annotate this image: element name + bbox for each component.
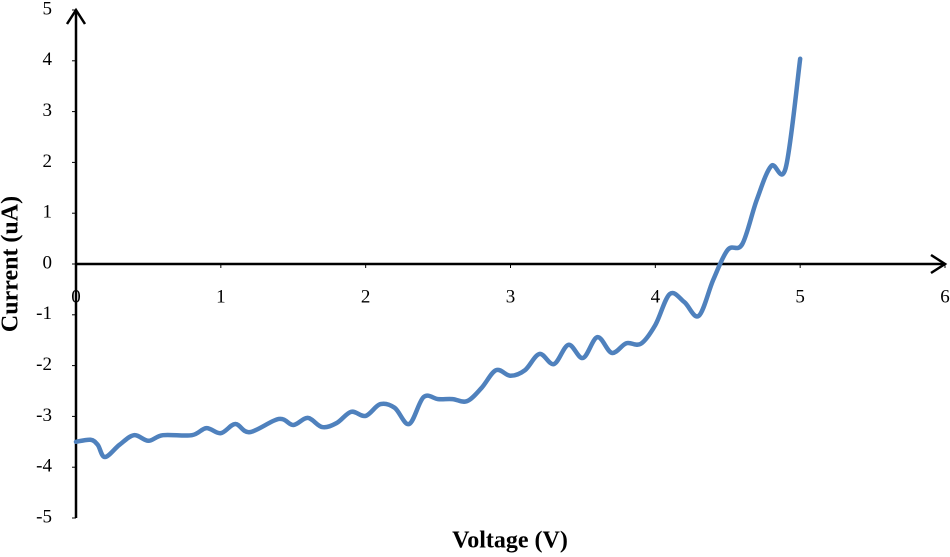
y-tick-label: 5 bbox=[43, 0, 53, 19]
y-tick-label: 2 bbox=[43, 151, 53, 172]
y-tick-label: 0 bbox=[43, 252, 53, 273]
x-tick-label: 0 bbox=[71, 286, 81, 307]
x-tick-label: 5 bbox=[795, 286, 805, 307]
y-tick-label: -3 bbox=[36, 405, 52, 426]
y-tick-label: 1 bbox=[43, 202, 53, 223]
y-tick-label: -2 bbox=[36, 354, 52, 375]
y-tick-label: 4 bbox=[43, 49, 53, 70]
x-tick-label: 1 bbox=[216, 286, 226, 307]
y-tick-label: -1 bbox=[36, 303, 52, 324]
x-tick-label: 2 bbox=[361, 286, 371, 307]
x-tick-label: 6 bbox=[940, 286, 950, 307]
data-line bbox=[73, 56, 803, 460]
y-tick-label: -5 bbox=[36, 506, 52, 527]
x-tick-label: 3 bbox=[506, 286, 516, 307]
x-axis-title: Voltage (V) bbox=[452, 528, 568, 554]
x-tick-label: 4 bbox=[651, 286, 661, 307]
y-axis-title: Current (uA) bbox=[0, 196, 24, 332]
y-tick-label: -4 bbox=[36, 456, 52, 477]
y-tick-label: 3 bbox=[43, 100, 53, 121]
